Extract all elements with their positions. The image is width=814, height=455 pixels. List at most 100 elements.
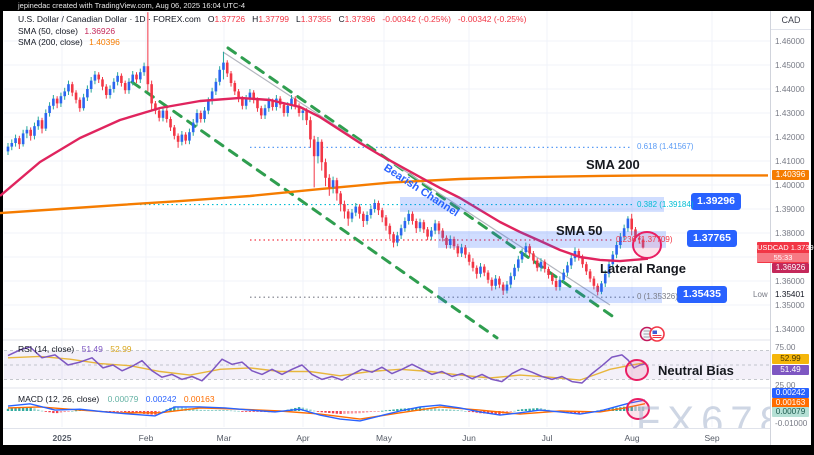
candle-up: [513, 264, 516, 280]
candle-up: [63, 87, 66, 100]
gray-trendline[interactable]: [222, 51, 611, 306]
price-tick: 1.43000: [775, 108, 805, 118]
candle-down: [150, 80, 153, 111]
symbol-title[interactable]: U.S. Dollar / Canadian Dollar · 1D · FOR…: [18, 14, 201, 24]
macd-line[interactable]: [7, 399, 646, 422]
macd-legend-label: MACD (12, 26, close): [18, 394, 100, 404]
candle-down: [596, 283, 599, 296]
candle-up: [188, 128, 191, 145]
candle-down: [498, 276, 501, 289]
candle-down: [29, 127, 32, 141]
bar-countdown: 55:33: [757, 252, 809, 262]
candle-down: [437, 221, 441, 235]
candle-up: [180, 131, 184, 146]
rsi-ma-tag: 52.99: [772, 353, 809, 364]
highlight-circle[interactable]: [625, 359, 649, 381]
time-axis-label: Aug: [624, 433, 640, 443]
candle-down: [422, 219, 426, 233]
attribution-bar: jepinedac created with TradingView.com, …: [0, 0, 814, 11]
candle-down: [547, 266, 550, 279]
highlight-circle[interactable]: [626, 398, 650, 420]
last-price-tag: USDCAD 1.37396 55:33: [757, 241, 814, 263]
rsi-legend[interactable]: RSI (14, close) 51.49 52.99: [18, 344, 132, 354]
highlight-circle[interactable]: [632, 231, 662, 259]
candle-down: [482, 264, 486, 277]
candle-down: [630, 213, 633, 236]
time-axis-label: Jul: [541, 433, 553, 443]
rsi-ma-legend-value: 52.99: [110, 344, 132, 354]
candle-down: [252, 90, 255, 104]
candle-down: [486, 270, 490, 284]
macd-legend[interactable]: MACD (12, 26, close) 0.00079 0.00242 0.0…: [18, 394, 215, 404]
candle-down: [501, 282, 505, 295]
candle-up: [222, 51, 225, 80]
candle-up: [25, 126, 29, 139]
economic-event-icon[interactable]: [639, 326, 665, 342]
candle-down: [528, 243, 531, 257]
neutral-bias-annotation: Neutral Bias: [658, 363, 734, 378]
time-axis[interactable]: 2025 Feb Mar Apr May Jun Jul Aug Sep: [3, 428, 770, 446]
price-axis[interactable]: CAD 1.46000 1.45000 1.44000 1.43000 1.42000 1…: [757, 11, 814, 445]
candle-up: [517, 255, 520, 272]
candle-down: [464, 245, 467, 259]
candle-up: [524, 242, 528, 256]
candle-down: [259, 105, 263, 119]
candle-up: [142, 62, 146, 76]
candle-up: [214, 78, 218, 95]
candle-up: [418, 218, 422, 232]
candle-down: [535, 258, 539, 272]
price-tick: 1.36000: [775, 276, 805, 286]
candle-down: [377, 200, 380, 215]
candle-up: [331, 176, 335, 194]
price-level-flag[interactable]: 1.39296: [691, 193, 741, 211]
candle-up: [48, 102, 51, 117]
sma50-legend[interactable]: SMA (50, close) 1.36926: [18, 26, 115, 36]
rsi-ma-line[interactable]: [7, 355, 646, 381]
chart-background: [3, 11, 810, 445]
symbol-legend[interactable]: U.S. Dollar / Canadian Dollar · 1D · FOR…: [18, 14, 526, 24]
bottom-frame-bar: [0, 445, 814, 455]
candle-down: [229, 71, 233, 87]
sma50-line[interactable]: [0, 96, 649, 263]
sma200-legend-value: 1.40396: [89, 37, 120, 47]
candle-down: [380, 207, 384, 223]
price-level-flag[interactable]: 1.37765: [687, 230, 737, 248]
candle-up: [93, 71, 97, 85]
time-axis-label: 2025: [52, 433, 72, 443]
candle-up: [396, 231, 399, 247]
candle-up: [562, 269, 565, 284]
candle-up: [290, 95, 293, 110]
macd-hist-tag: 0.00079: [772, 407, 809, 417]
candle-down: [176, 133, 180, 148]
price-tick: 1.35000: [775, 300, 805, 310]
candle-down: [588, 269, 592, 283]
candle-down: [490, 277, 494, 291]
fib-level-label: 0 (1.35326): [637, 292, 678, 302]
candle-down: [40, 117, 44, 134]
candle-up: [350, 209, 354, 223]
price-level-flag[interactable]: 1.35435: [677, 286, 727, 304]
candle-down: [452, 236, 456, 250]
candle-down: [154, 101, 157, 115]
candle-up: [6, 143, 10, 155]
candle-down: [173, 125, 176, 140]
candle-up: [14, 134, 17, 147]
candle-down: [554, 278, 558, 291]
candle-down: [157, 108, 161, 122]
candle-down: [445, 235, 448, 249]
candle-up: [365, 211, 369, 225]
candle-down: [471, 258, 475, 272]
sma50-legend-label: SMA (50, close): [18, 25, 78, 36]
candle-up: [460, 243, 463, 257]
candle-up: [195, 109, 199, 127]
low-marker-label: Low: [753, 290, 768, 300]
rsi-line[interactable]: [7, 346, 646, 384]
candle-up: [622, 224, 626, 241]
candle-up: [112, 78, 116, 93]
candle-up: [619, 233, 622, 249]
candle-up: [86, 85, 89, 101]
sma200-line[interactable]: [0, 174, 768, 215]
sma200-legend[interactable]: SMA (200, close) 1.40396: [18, 37, 120, 47]
support-resistance-zones[interactable]: [400, 197, 666, 304]
